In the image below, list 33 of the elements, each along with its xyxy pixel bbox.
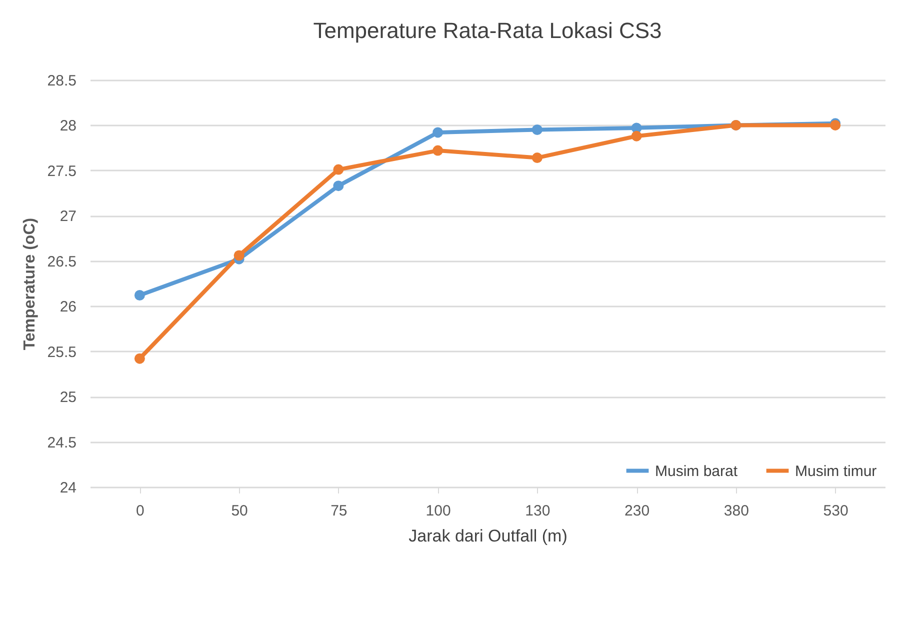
y-tick-label: 27.5: [47, 162, 76, 180]
y-tick-label: 25: [60, 389, 76, 406]
x-tick-label: 380: [724, 502, 749, 520]
x-axis-title: Jarak dari Outfall (m): [408, 526, 568, 546]
x-tick-label: 75: [330, 502, 348, 520]
y-tick-label: 27: [60, 208, 76, 226]
x-tick-label: 100: [426, 502, 451, 520]
point: [432, 145, 444, 156]
point: [631, 130, 642, 142]
chart-title: Temperature Rata-Rata Lokasi CS3: [313, 18, 662, 43]
y-tick-label: 25.5: [47, 344, 76, 361]
legend-label: Musim timur: [795, 462, 877, 480]
point: [532, 124, 542, 135]
x-tick-label: 50: [231, 502, 248, 520]
point: [532, 152, 542, 164]
point: [134, 353, 145, 364]
point: [234, 250, 244, 261]
y-tick-label: 24: [60, 480, 76, 496]
y-tick-label: 28.5: [47, 72, 76, 90]
y-tick-label: 26: [60, 298, 76, 316]
y-tick-label: 28: [60, 118, 76, 135]
point: [333, 180, 344, 192]
x-tick-label: 0: [136, 502, 144, 520]
x-tick-label: 230: [624, 502, 650, 520]
point: [333, 164, 344, 175]
legend-label: Musim barat: [655, 462, 738, 480]
y-axis-title: Temperature (oC): [21, 218, 38, 350]
y-tick-label: 24.5: [47, 434, 76, 452]
y-tick-label: 26.5: [47, 253, 76, 270]
point: [134, 290, 145, 300]
x-tick-label: 530: [823, 502, 848, 520]
point: [432, 127, 444, 138]
x-tick-label: 130: [525, 502, 550, 520]
